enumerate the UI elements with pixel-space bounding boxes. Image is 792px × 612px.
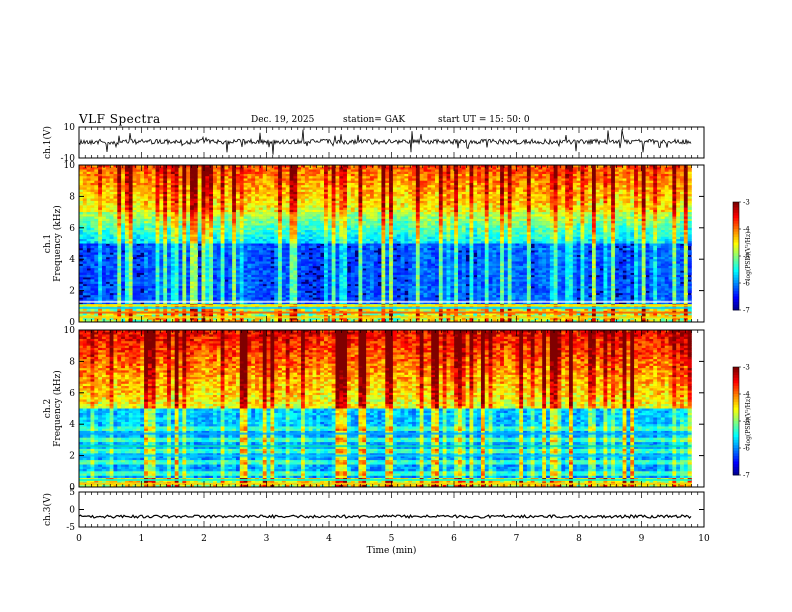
ch2-spectrogram-ytick-label: 0 [69, 483, 75, 493]
ch1-spectrogram-ytick-label: 10 [64, 161, 76, 171]
ch2-spectrogram-colorbar-tick-label: -4 [743, 391, 750, 399]
xtick-label: 1 [139, 534, 145, 544]
ch2-spectrogram-colorbar-tick-label: -3 [743, 364, 750, 372]
ch1-waveform-trace [78, 129, 692, 155]
ch1-spectrogram-ytick-label: 6 [69, 224, 75, 234]
ch1-spectrogram-colorbar-tick-label: -3 [743, 199, 750, 207]
xtick-label: 3 [264, 534, 270, 544]
ch3-waveform-trace [78, 513, 692, 520]
ch1-spectrogram-band [79, 304, 692, 307]
ch1-waveform-ylabel: ch.1(V) [42, 126, 53, 159]
ch2-spectrogram-band [79, 432, 692, 435]
ch1-spectrogram-colorbar-tick-label: -7 [743, 307, 750, 315]
date-label: Dec. 19, 2025 [251, 115, 314, 125]
ch2-spectrogram-heatmap [79, 330, 692, 488]
ch1-spectrogram-colorbar-tick-label: -4 [743, 226, 750, 234]
ch1-waveform-ytick-label: 10 [64, 123, 76, 133]
ch1-spectrogram-heatmap [79, 165, 692, 323]
ch1-spectrogram-band [79, 316, 692, 319]
xtick-label: 7 [514, 534, 520, 544]
ch1-spectrogram-ytick-label: 4 [69, 255, 75, 265]
ch2-spectrogram-colorbar-tick-label: -7 [743, 472, 750, 480]
xtick-label: 10 [698, 534, 710, 544]
xtick-label: 6 [451, 534, 457, 544]
xtick-label: 0 [76, 534, 82, 544]
ch2-spectrogram-colorbar-tick-label: -5 [743, 418, 750, 426]
ch1-spectrogram-colorbar-tick-label: -6 [743, 280, 750, 288]
start-time-label: start UT = 15: 50: 0 [438, 115, 530, 125]
ch3-waveform-ylabel: ch.3(V) [42, 493, 53, 526]
ch1-spectrogram-band [79, 306, 692, 309]
ch3-waveform-ytick-label: 0 [69, 506, 75, 516]
ch1-waveform-ytick-label: -10 [61, 154, 76, 164]
ch1-spectrogram-colorbar [733, 202, 739, 311]
ch3-waveform-ytick-label: 5 [69, 488, 75, 498]
ch2-spectrogram-ylabel-frequency: Frequency (kHz) [52, 370, 63, 447]
ch2-spectrogram-colorbar-label: log(PSD)(V²/Hz) [745, 397, 752, 446]
ch3-waveform-ytick-label: -5 [66, 523, 75, 533]
ch2-spectrogram-band [79, 482, 692, 485]
ch1-spectrogram-colorbar-label: log(PSD)(V²/Hz) [745, 232, 752, 281]
ch2-spectrogram-band [79, 445, 692, 448]
xtick-label: 9 [639, 534, 645, 544]
ch1-spectrogram-colorbar-tick-label: -5 [743, 253, 750, 261]
ch1-spectrogram-gap [79, 300, 692, 303]
station-label: station= GAK [343, 115, 405, 125]
ch2-spectrogram-ytick-label: 6 [69, 389, 75, 399]
xtick-label: 4 [326, 534, 332, 544]
ch2-spectrogram-ytick-label: 4 [69, 420, 75, 430]
ch2-spectrogram-ytick-label: 10 [64, 326, 76, 336]
xtick-label: 5 [389, 534, 395, 544]
xtick-label: 2 [201, 534, 207, 544]
ch1-spectrogram-ylabel-frequency: Frequency (kHz) [52, 205, 63, 282]
ch2-spectrogram-ytick-label: 8 [69, 357, 75, 367]
chart-title: VLF Spectra [79, 112, 161, 126]
ch1-spectrogram-band [79, 311, 692, 314]
ch1-spectrogram-ylabel-channel: ch.1 [43, 234, 53, 253]
ch1-spectrogram-ytick-label: 8 [69, 192, 75, 202]
ch2-spectrogram-colorbar-tick-label: -6 [743, 445, 750, 453]
ch2-spectrogram-band [79, 478, 692, 481]
x-axis-label: Time (min) [367, 545, 417, 556]
ch2-spectrogram-ylabel-channel: ch.2 [43, 399, 53, 418]
xtick-label: 8 [576, 534, 582, 544]
ch1-spectrogram-ytick-label: 0 [69, 318, 75, 328]
ch1-spectrogram-ytick-label: 2 [69, 287, 75, 297]
ch2-spectrogram-band [79, 454, 692, 457]
ch2-spectrogram-colorbar [733, 367, 739, 476]
ch2-spectrogram-ytick-label: 2 [69, 452, 75, 462]
